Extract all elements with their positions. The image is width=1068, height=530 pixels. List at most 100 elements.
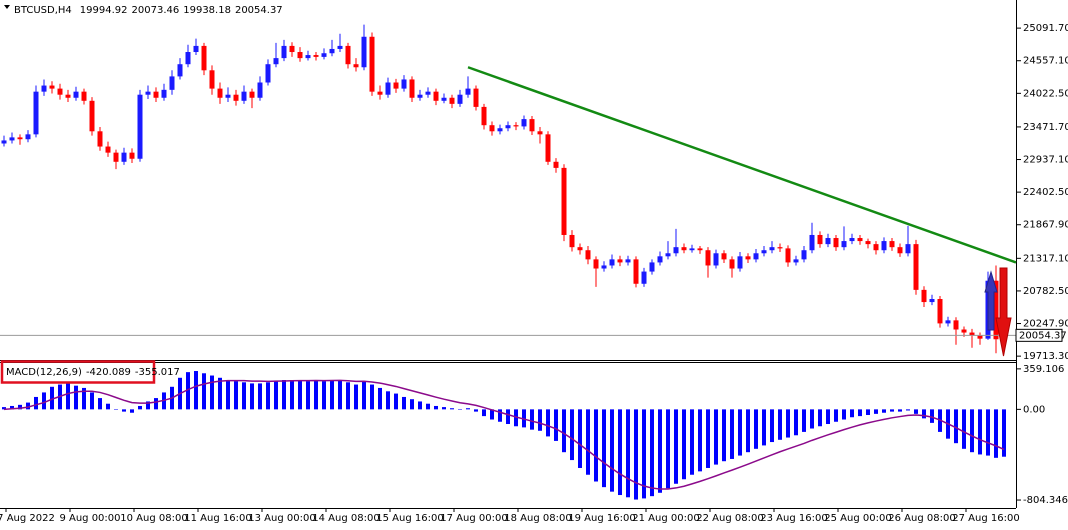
candle-body xyxy=(361,36,367,68)
candle-body xyxy=(457,94,463,104)
candle-body xyxy=(241,91,247,101)
candle-body xyxy=(129,152,135,159)
candle-body xyxy=(681,247,687,251)
candle-body xyxy=(889,241,895,248)
macd-bar xyxy=(338,380,342,410)
macd-bar xyxy=(658,409,662,493)
macd-bar xyxy=(234,381,238,410)
macd-bar xyxy=(834,409,838,422)
candle-body xyxy=(145,91,151,95)
macd-bar xyxy=(650,409,654,497)
macd-bar xyxy=(690,409,694,475)
macd-bar xyxy=(578,409,582,468)
macd-bar xyxy=(210,375,214,410)
candle-body xyxy=(9,137,15,141)
candle-body xyxy=(777,247,783,249)
macd-bar xyxy=(2,407,6,410)
highlight-box xyxy=(0,360,156,384)
macd-bar xyxy=(602,409,606,488)
macd-bar xyxy=(1002,409,1006,457)
candle-body xyxy=(857,238,863,242)
candle-body xyxy=(849,238,855,242)
macd-bar xyxy=(274,381,278,410)
macd-bar xyxy=(186,372,190,410)
candle-body xyxy=(945,320,951,324)
candle-body xyxy=(273,58,279,65)
macd-bar xyxy=(266,382,270,410)
candle-body xyxy=(393,82,399,89)
macd-bar xyxy=(618,409,622,496)
candle-body xyxy=(937,299,943,324)
x-tick-label: 21 Aug 00:00 xyxy=(632,513,699,524)
candle-body xyxy=(297,52,303,59)
macd-bar xyxy=(426,403,430,410)
candle-body xyxy=(105,146,111,153)
candle-body xyxy=(553,161,559,168)
candle-body xyxy=(185,52,191,65)
macd-bar xyxy=(114,409,118,410)
macd-bar xyxy=(954,409,958,444)
candle-body xyxy=(161,89,167,98)
macd-bar xyxy=(154,398,158,410)
macd-bar xyxy=(418,401,422,410)
candle-body xyxy=(385,82,391,95)
x-tick-label: 15 Aug 16:00 xyxy=(376,513,443,524)
macd-bar xyxy=(330,380,334,410)
chart-header: BTCUSD,H4 19994.92 20073.46 19938.18 20054.3… xyxy=(14,5,283,16)
candle-body xyxy=(337,45,343,49)
macd-bar xyxy=(682,409,686,480)
x-tick-label: 14 Aug 08:00 xyxy=(312,513,379,524)
macd-bar xyxy=(306,381,310,410)
current-price-label: 20054.37 xyxy=(1019,330,1067,341)
macd-bar xyxy=(730,409,734,459)
candle-body xyxy=(593,259,599,269)
candle-body xyxy=(1,140,7,144)
candle-body xyxy=(561,167,567,235)
x-tick-label: 27 Aug 16:00 xyxy=(952,513,1019,524)
macd-bar xyxy=(626,409,630,498)
candle-body xyxy=(793,259,799,263)
candle-body xyxy=(785,248,791,263)
y-tick-label: 20782.50 xyxy=(1023,286,1068,297)
candle-body xyxy=(401,79,407,89)
macd-bar xyxy=(610,409,614,492)
x-tick-label: 10 Aug 08:00 xyxy=(120,513,187,524)
candle-body xyxy=(81,91,87,101)
macd-bar xyxy=(546,409,550,437)
down-arrow xyxy=(995,267,1012,357)
candle-body xyxy=(329,48,335,54)
candle-body xyxy=(833,238,839,248)
candle-body xyxy=(497,128,503,132)
symbol: BTCUSD,H4 xyxy=(14,5,72,16)
candle-body xyxy=(57,88,63,95)
macd-bar xyxy=(242,382,246,410)
macd-bar xyxy=(26,402,30,410)
macd-bar xyxy=(898,409,902,412)
macd-bar xyxy=(930,409,934,423)
x-tick-label: 19 Aug 16:00 xyxy=(568,513,635,524)
open: 19994.92 xyxy=(80,5,128,16)
macd-bar xyxy=(458,409,462,410)
macd-bar xyxy=(970,409,974,453)
macd-bar xyxy=(194,371,198,410)
candle-body xyxy=(961,329,967,333)
candle-body xyxy=(633,259,639,284)
candle-body xyxy=(481,106,487,126)
candle-body xyxy=(569,234,575,248)
macd-bar xyxy=(362,381,366,410)
candle-body xyxy=(97,131,103,147)
candle-body xyxy=(433,91,439,101)
candle-body xyxy=(465,88,471,95)
candle-body xyxy=(817,234,823,245)
macd-bar xyxy=(74,385,78,410)
macd-bar xyxy=(402,396,406,410)
macd-bar xyxy=(706,409,710,468)
y-tick-label: -804.346 xyxy=(1023,495,1068,506)
high: 20073.46 xyxy=(132,5,180,16)
candle-body xyxy=(369,36,375,92)
candle-body xyxy=(313,55,319,57)
macd-bar xyxy=(466,408,470,410)
macd-bar xyxy=(722,409,726,462)
candle-body xyxy=(73,91,79,98)
candle-body xyxy=(865,241,871,245)
